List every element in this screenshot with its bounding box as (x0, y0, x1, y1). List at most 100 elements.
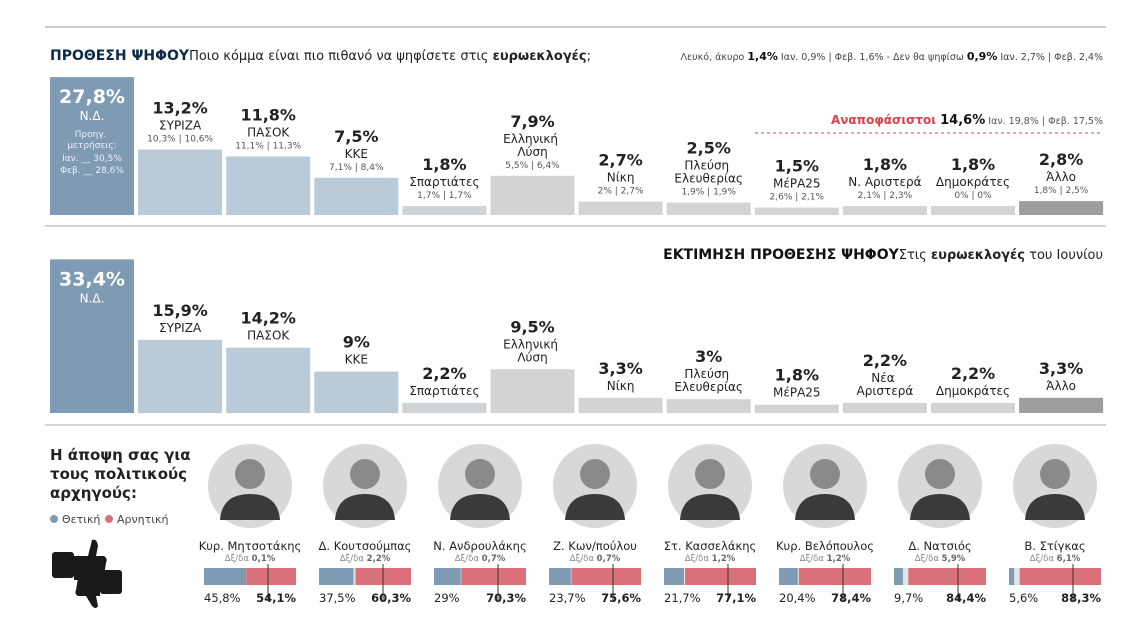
bar (666, 202, 751, 215)
leader-name: Ν. Ανδρουλάκης (433, 539, 526, 553)
photo-head (810, 459, 840, 489)
value-label: 1,5% (775, 157, 819, 176)
category-label: Σπαρτιάτες (409, 384, 479, 398)
subtitle: του Ιουνίου (1025, 248, 1103, 263)
photo-head (235, 459, 265, 489)
photo-body (220, 494, 280, 520)
value-label: 9,5% (510, 317, 554, 336)
category-label: ΣΥΡΙΖΑ (159, 321, 202, 335)
bar (578, 201, 663, 215)
dk-label: Δξ/δα 1,2% (685, 554, 736, 564)
bar-negative (461, 568, 526, 585)
thumbs-icon (52, 539, 122, 608)
leader-photo (323, 444, 407, 528)
bar (1019, 201, 1104, 215)
photo-head (580, 459, 610, 489)
category-label: Ελληνική Λύση (503, 337, 562, 364)
bar (490, 369, 575, 413)
leader-name: Δ. Νατσιός (908, 539, 971, 553)
bar-negative (908, 568, 986, 585)
chart-title: ΕΚΤΙΜΗΣΗ ΠΡΟΘΕΣΗΣ ΨΗΦΟΥΣτις ευρωεκλογές … (663, 247, 1103, 263)
category-label: ΠΑΣΟΚ (247, 125, 290, 139)
category-label: ΣΥΡΙΖΑ (159, 119, 202, 133)
value-label: 2,8% (1039, 150, 1083, 169)
leader-photo (553, 444, 637, 528)
previous-label: Ιαν. __ 30,5% (62, 154, 122, 164)
category-label: Άλλο (1046, 170, 1076, 184)
value-negative: 77,1% (716, 591, 756, 605)
category-label: Νίκη (607, 171, 635, 185)
value-positive: 20,4% (779, 591, 816, 605)
category-label: Δημοκράτες (936, 384, 1010, 398)
annotation-piece: Ιαν. 19,8% | Φεβ. 17,5% (985, 116, 1103, 127)
dk-prefix: Δξ/δα (915, 554, 940, 564)
value-negative: 84,4% (946, 591, 986, 605)
value-label: 27,8% (59, 86, 125, 108)
bar-positive (664, 568, 684, 585)
leader-photo (208, 444, 292, 528)
bar-negative (571, 568, 641, 585)
dk-value: 0,7% (482, 554, 506, 564)
dk-prefix: Δξ/δα (1030, 554, 1055, 564)
dk-label: Δξ/δα 0,1% (225, 554, 276, 564)
previous-label: 1,7% | 1,7% (417, 191, 472, 201)
text-piece: 1,4% (747, 50, 778, 63)
value-positive: 23,7% (549, 591, 586, 605)
text-piece: Ιαν. 2,7% | Φεβ. 2,4% (997, 52, 1103, 63)
bar (226, 156, 311, 215)
value-label: 14,2% (240, 309, 296, 328)
leader-name: Β. Στίγκας (1024, 539, 1085, 553)
value-label: 15,9% (152, 301, 208, 320)
bar (842, 402, 927, 413)
value-label: 2,2% (951, 364, 995, 383)
category-label: Ελληνική Λύση (503, 132, 562, 159)
bar (931, 206, 1015, 215)
leader-name: Στ. Κασσελάκης (664, 539, 757, 553)
dk-prefix: Δξ/δα (225, 554, 250, 564)
legend-label: Θετική (62, 513, 100, 526)
subtitle: ευρωεκλογές (931, 248, 1025, 263)
value-label: 2,2% (422, 364, 466, 383)
category-label: ΜέΡΑ25 (773, 177, 821, 191)
photo-head (350, 459, 380, 489)
previous-label: 2,1% | 2,3% (858, 191, 913, 201)
dk-prefix: Δξ/δα (570, 554, 595, 564)
chart-title: ΠΡΟΘΕΣΗ ΨΗΦΟΥΠοιο κόμμα είναι πιο πιθανό… (50, 48, 591, 64)
leader-photo (898, 444, 982, 528)
category-label: Άλλο (1046, 379, 1076, 393)
previous-label: 11,1% | 11,3% (235, 141, 301, 151)
value-label: 3% (695, 347, 722, 366)
dk-value: 0,1% (252, 554, 276, 564)
value-label: 1,8% (951, 155, 995, 174)
photo-body (1025, 494, 1085, 520)
bar (314, 177, 399, 215)
bar-positive (779, 568, 798, 585)
subtitle: Ποιο κόμμα είναι πιο πιθανό να ψηφίσετε … (189, 49, 493, 64)
value-positive: 29% (434, 591, 460, 605)
leader-name: Ζ. Κων/πούλου (553, 539, 637, 553)
category-label: ΜέΡΑ25 (773, 386, 821, 400)
value-label: 9% (343, 333, 370, 352)
category-label: Νέα Αριστερά (857, 371, 914, 398)
leader-photo (438, 444, 522, 528)
subtitle: ; (587, 49, 591, 64)
bar (50, 77, 134, 215)
leaders-title: Η άποψη σας για τους πολιτικούς αρχηγούς… (50, 446, 191, 502)
value-positive: 5,6% (1009, 591, 1038, 605)
value-label: 33,4% (59, 268, 125, 290)
title: ΕΚΤΙΜΗΣΗ ΠΡΟΘΕΣΗΣ ΨΗΦΟΥ (663, 247, 899, 263)
value-label: 2,7% (598, 151, 642, 170)
category-label: Νίκη (607, 379, 635, 393)
photo-body (335, 494, 395, 520)
dk-value: 1,2% (827, 554, 851, 564)
bar (666, 399, 751, 413)
text-piece: Ιαν. 0,9% | Φεβ. 1,6% - Δεν θα ψηφίσω (778, 52, 967, 63)
text-line: Λευκό, άκυρο 1,4% Ιαν. 0,9% | Φεβ. 1,6% … (681, 50, 1103, 63)
category-label: Πλεύση Ελευθερίας (674, 367, 743, 394)
value-label: 7,9% (510, 112, 554, 131)
category-label: Ν.Δ. (80, 291, 105, 305)
value-negative: 88,3% (1061, 591, 1101, 605)
previous-label: 10,3% | 10,6% (147, 135, 213, 145)
category-label: ΚΚΕ (345, 353, 368, 367)
value-label: 11,8% (240, 105, 296, 124)
